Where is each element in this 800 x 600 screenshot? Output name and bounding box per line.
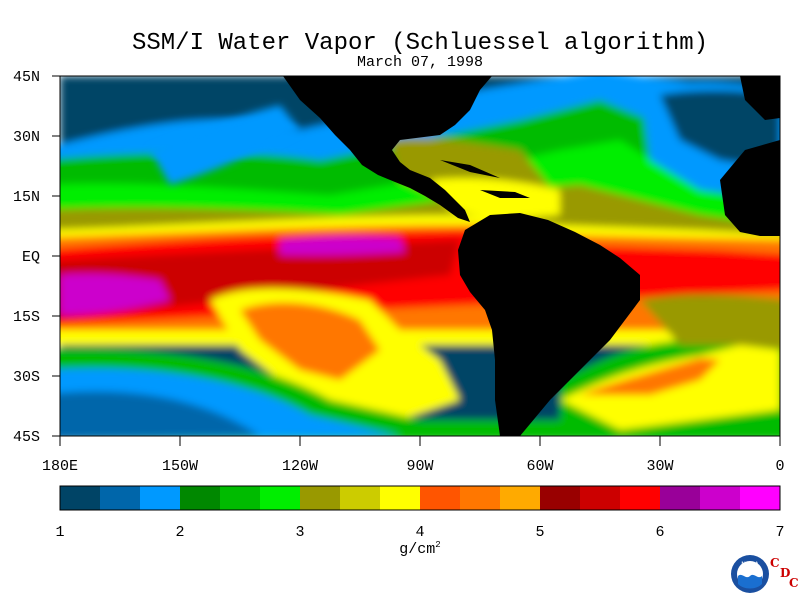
cdc-letter-1: C xyxy=(770,556,780,570)
lon-label: 120W xyxy=(282,458,318,475)
noaa-logo-icon: NOAA xyxy=(731,555,769,593)
longitude-axis: 180E 150W 120W 90W 60W 30W 0 xyxy=(42,436,785,475)
lat-label: 15S xyxy=(13,309,40,326)
lon-label: 60W xyxy=(526,458,553,475)
land-masses xyxy=(283,76,780,436)
colorbar-swatch xyxy=(700,486,740,510)
lon-label: 30W xyxy=(646,458,673,475)
colorbar-frame xyxy=(59,485,781,511)
south-america xyxy=(458,213,640,436)
north-america xyxy=(283,76,492,222)
colorbar-swatch xyxy=(620,486,660,510)
colorbar-swatch xyxy=(220,486,260,510)
colorbar-swatch xyxy=(140,486,180,510)
colorbar-swatch xyxy=(300,486,340,510)
colorbar-tick-label: 6 xyxy=(655,524,664,541)
colorbar-tick-label: 5 xyxy=(535,524,544,541)
europe xyxy=(740,76,780,120)
lon-label: 150W xyxy=(162,458,198,475)
latitude-axis: 45N 30N 15N EQ 15S 30S 45S xyxy=(13,69,60,446)
colorbar-swatch xyxy=(460,486,500,510)
lon-label: 90W xyxy=(406,458,433,475)
africa xyxy=(720,140,780,236)
unit-exponent: 2 xyxy=(435,540,441,550)
colorbar-tick-label: 1 xyxy=(55,524,64,541)
colorbar-unit: g/cm2 xyxy=(380,540,460,558)
colorbar-tick-label: 7 xyxy=(775,524,784,541)
colorbar-swatch xyxy=(420,486,460,510)
colorbar-swatch xyxy=(740,486,780,510)
colorbar-tick-label: 3 xyxy=(295,524,304,541)
lat-label: 15N xyxy=(13,189,40,206)
colorbar-swatch xyxy=(260,486,300,510)
lon-label: 180E xyxy=(42,458,78,475)
cdc-letter-3: C xyxy=(789,576,799,590)
lat-label: EQ xyxy=(22,249,40,266)
lat-label: 45N xyxy=(13,69,40,86)
colorbar-swatch xyxy=(580,486,620,510)
colorbar-swatch xyxy=(500,486,540,510)
colorbar-swatch xyxy=(540,486,580,510)
map-title: SSM/I Water Vapor (Schluessel algorithm) xyxy=(131,30,709,57)
lon-label: 0 xyxy=(775,458,784,475)
colorbar-swatch xyxy=(100,486,140,510)
lat-label: 30S xyxy=(13,369,40,386)
noaa-logo-text: NOAA xyxy=(741,561,759,568)
colorbar-swatch xyxy=(180,486,220,510)
colorbar-tick-label: 4 xyxy=(415,524,424,541)
cdc-letter-2: D xyxy=(780,566,791,580)
unit-label: g/cm xyxy=(399,541,436,558)
colorbar: 1 2 3 4 5 6 7 xyxy=(55,485,785,541)
colorbar-swatch xyxy=(380,486,420,510)
lat-label: 30N xyxy=(13,129,40,146)
map-date: March 07, 1998 xyxy=(356,54,484,71)
colorbar-tick-label: 2 xyxy=(175,524,184,541)
colorbar-swatch xyxy=(340,486,380,510)
colorbar-swatch xyxy=(60,486,100,510)
caribbean-islands xyxy=(440,160,530,198)
colorbar-swatch xyxy=(660,486,700,510)
lat-label: 45S xyxy=(13,429,40,446)
